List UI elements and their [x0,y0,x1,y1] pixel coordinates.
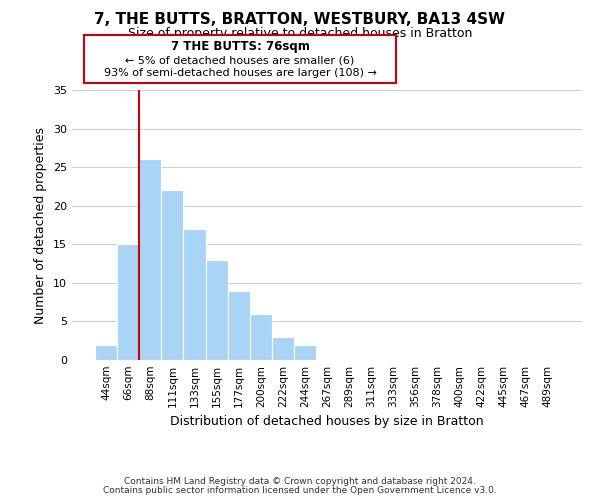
Text: Contains public sector information licensed under the Open Government Licence v3: Contains public sector information licen… [103,486,497,495]
Text: 7, THE BUTTS, BRATTON, WESTBURY, BA13 4SW: 7, THE BUTTS, BRATTON, WESTBURY, BA13 4S… [95,12,505,28]
Text: 7 THE BUTTS: 76sqm: 7 THE BUTTS: 76sqm [170,40,310,53]
Text: Size of property relative to detached houses in Bratton: Size of property relative to detached ho… [128,28,472,40]
Text: 93% of semi-detached houses are larger (108) →: 93% of semi-detached houses are larger (… [104,68,376,78]
Bar [227,290,250,360]
Bar [139,160,161,360]
Bar [95,344,117,360]
Text: Contains HM Land Registry data © Crown copyright and database right 2024.: Contains HM Land Registry data © Crown c… [124,477,476,486]
Bar [161,190,184,360]
Bar [184,229,206,360]
Bar [294,344,316,360]
Y-axis label: Number of detached properties: Number of detached properties [34,126,47,324]
Bar [206,260,227,360]
Bar [250,314,272,360]
Bar [117,244,139,360]
X-axis label: Distribution of detached houses by size in Bratton: Distribution of detached houses by size … [170,416,484,428]
Bar [272,337,294,360]
Text: ← 5% of detached houses are smaller (6): ← 5% of detached houses are smaller (6) [125,55,355,65]
